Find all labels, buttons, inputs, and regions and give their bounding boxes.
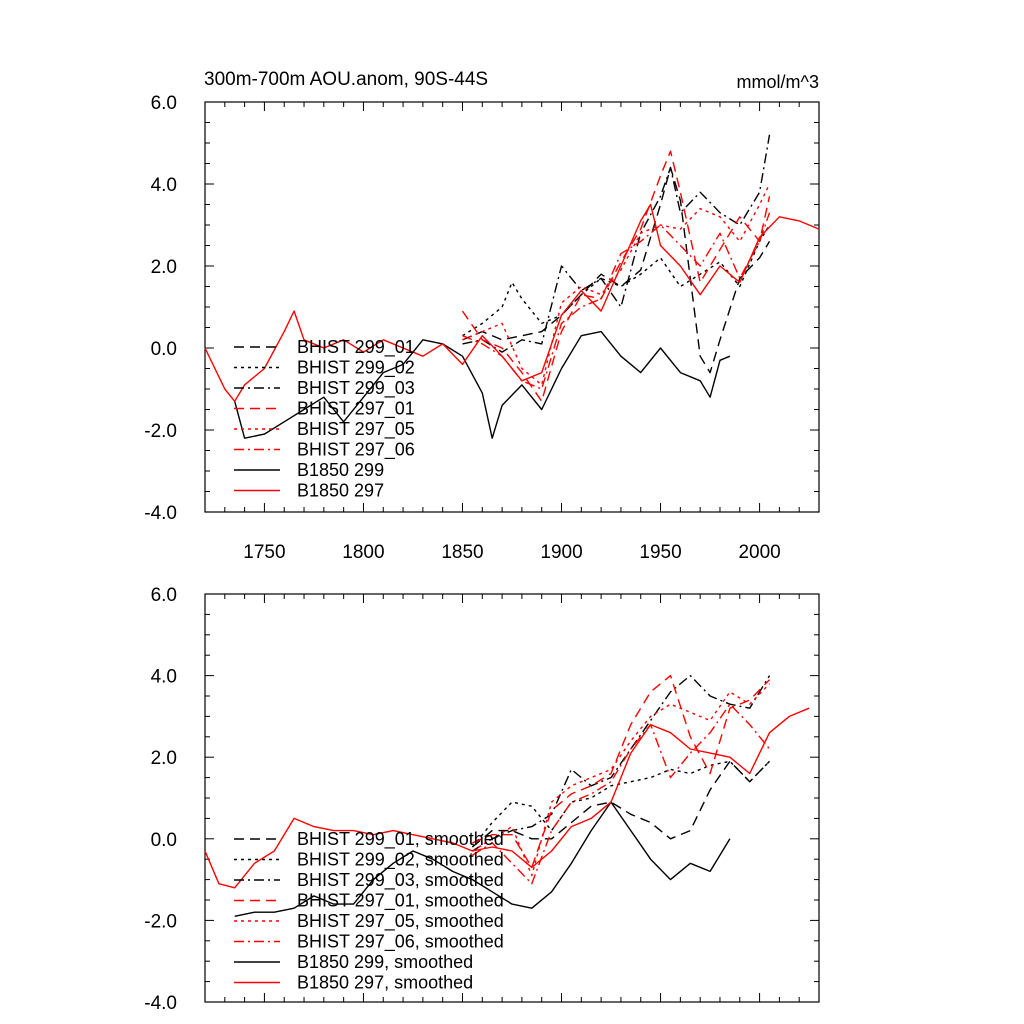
- legend-label: BHIST 297_06: [297, 440, 415, 461]
- y-tick-label: -4.0: [144, 993, 177, 1014]
- legend-label: BHIST 299_01: [297, 337, 415, 358]
- series-line: [462, 134, 771, 353]
- series-line: [462, 166, 771, 374]
- legend-label: BHIST 297_01, smoothed: [297, 891, 504, 912]
- y-tick-label: 6.0: [151, 93, 177, 114]
- legend-label: B1850 297, smoothed: [297, 973, 473, 993]
- y-tick-label: 4.0: [151, 667, 177, 688]
- y-tick-label: 4.0: [151, 175, 177, 196]
- chart-panel-2: -4.0 -2.0 0.0 2.0 4.0 6.0 BHIST 299_01, smooth…: [144, 585, 820, 1014]
- x-tick-label: 1900: [540, 542, 582, 563]
- y-tick-label: -4.0: [144, 503, 177, 524]
- legend-label: BHIST 297_05, smoothed: [297, 911, 504, 932]
- series-line: [461, 150, 771, 402]
- series-line: [472, 674, 771, 852]
- series-line: [472, 674, 771, 869]
- units-label: mmol/m^3: [737, 72, 819, 92]
- series-line: [471, 760, 771, 848]
- y-tick-label: 0.0: [151, 830, 177, 851]
- series-line: [234, 801, 731, 917]
- legend-label: BHIST 299_01, smoothed: [297, 829, 504, 850]
- chart-panel-1: -4.0 -2.0 0.0 2.0 4.0 6.0 1750 1800 1850 1900 1950…: [144, 93, 820, 563]
- series-line: [471, 760, 771, 848]
- y-tick-label: 0.0: [151, 339, 177, 360]
- x-tick-label: 1800: [342, 542, 384, 563]
- y-tick-label: 2.0: [151, 257, 177, 278]
- legend-label: BHIST 299_03, smoothed: [297, 870, 504, 891]
- series-line: [204, 707, 810, 889]
- y-tick-label: -2.0: [144, 421, 177, 442]
- legend-label: B1850 299, smoothed: [297, 952, 473, 972]
- chart-title: 300m-700m AOU.anom, 90S-44S: [204, 69, 488, 90]
- y-tick-label: -2.0: [144, 911, 177, 932]
- legend-label: BHIST 297_05: [297, 419, 415, 440]
- series-line: [462, 224, 771, 337]
- x-tick-label: 1750: [243, 542, 285, 563]
- series-line: [472, 683, 771, 877]
- x-tick-label: 2000: [738, 542, 780, 563]
- legend-label: B1850 299: [297, 460, 384, 480]
- series-line: [234, 330, 731, 439]
- x-tick-label: 1950: [639, 542, 681, 563]
- y-tick-label: 2.0: [151, 748, 177, 769]
- legend-label: BHIST 299_03: [297, 378, 415, 399]
- series-line: [472, 703, 771, 885]
- legend-label: BHIST 299_02: [297, 358, 415, 379]
- y-tick-label: 6.0: [151, 585, 177, 606]
- legend-label: BHIST 297_01: [297, 399, 415, 420]
- legend-label: B1850 297: [297, 481, 384, 501]
- series-line: [462, 183, 771, 386]
- legend-label: BHIST 299_02, smoothed: [297, 850, 504, 871]
- legend-label: BHIST 297_06, smoothed: [297, 932, 504, 953]
- series-line: [204, 203, 820, 402]
- x-tick-label: 1850: [441, 542, 483, 563]
